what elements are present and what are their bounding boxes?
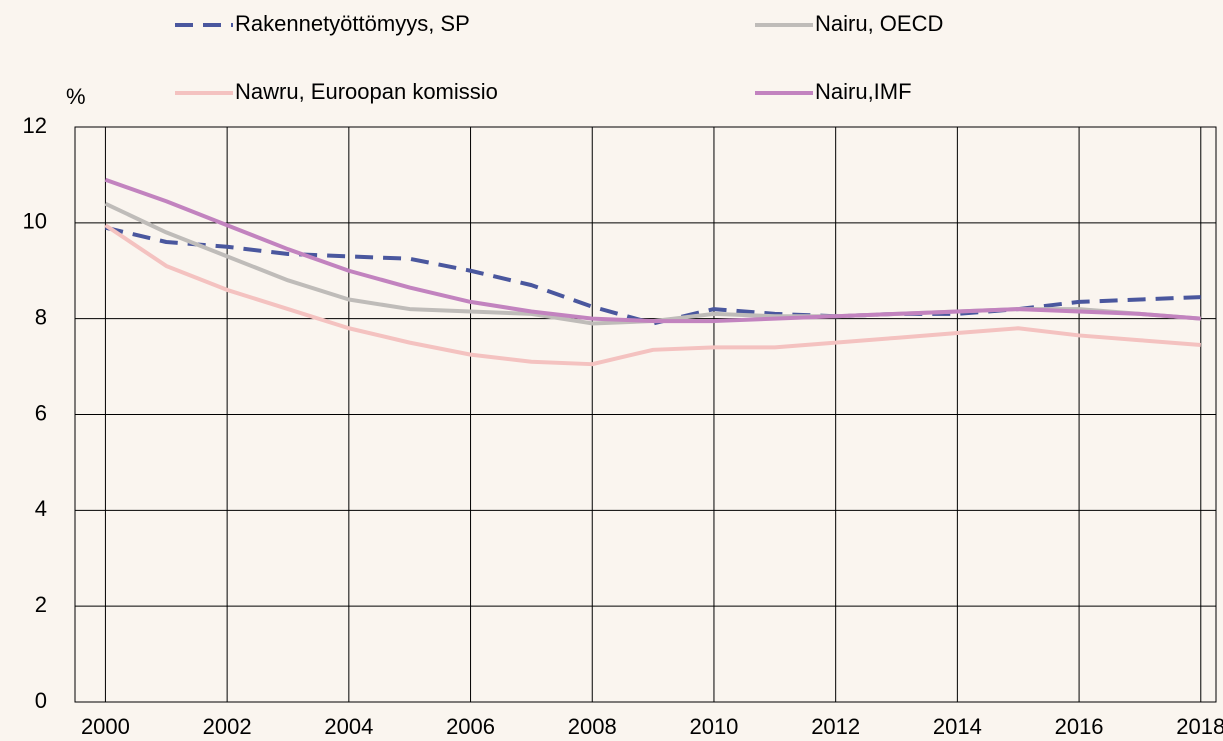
series-line	[104, 223, 1201, 367]
legend-label: Nairu,IMF	[815, 79, 912, 104]
legend-label: Nairu, OECD	[815, 11, 943, 36]
x-tick-label: 2008	[568, 714, 617, 739]
x-tick-label: 2004	[324, 714, 373, 739]
x-tick-label: 2016	[1055, 714, 1104, 739]
legend-label: Nawru, Euroopan komissio	[235, 79, 498, 104]
y-tick-label: 6	[35, 400, 47, 425]
x-tick-label: 2010	[689, 714, 738, 739]
x-tick-label: 2002	[203, 714, 252, 739]
x-tick-label: 2000	[81, 714, 130, 739]
legend-label: Rakennetyöttömyys, SP	[235, 11, 470, 36]
y-unit: %	[66, 84, 86, 109]
y-tick-label: 12	[23, 113, 47, 138]
y-tick-label: 10	[23, 209, 47, 234]
x-tick-label: 2012	[811, 714, 860, 739]
y-tick-label: 8	[35, 304, 47, 329]
y-tick-label: 0	[35, 688, 47, 713]
x-tick-label: 2018	[1176, 714, 1223, 739]
plot-frame	[74, 126, 1217, 703]
y-tick-label: 4	[35, 496, 47, 521]
x-tick-label: 2006	[446, 714, 495, 739]
x-tick-label: 2014	[933, 714, 982, 739]
series-line	[104, 177, 1201, 324]
y-tick-label: 2	[35, 592, 47, 617]
